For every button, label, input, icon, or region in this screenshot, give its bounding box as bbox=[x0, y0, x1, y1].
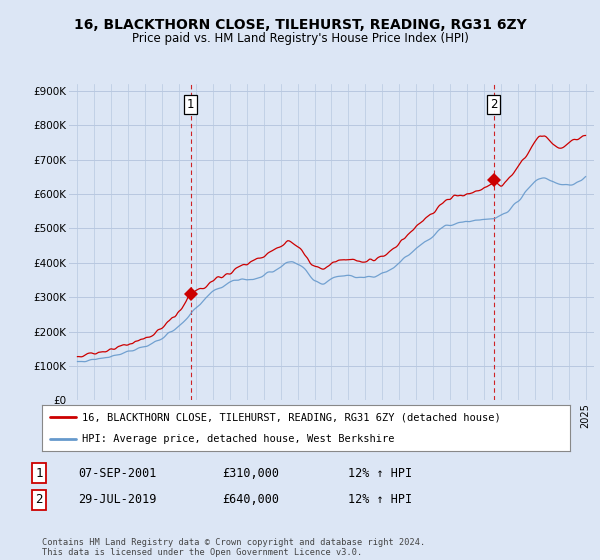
Text: 07-SEP-2001: 07-SEP-2001 bbox=[78, 466, 157, 480]
Text: 1: 1 bbox=[35, 466, 43, 480]
Text: 1: 1 bbox=[187, 98, 194, 111]
Text: 2: 2 bbox=[490, 98, 497, 111]
Text: Price paid vs. HM Land Registry's House Price Index (HPI): Price paid vs. HM Land Registry's House … bbox=[131, 32, 469, 45]
Text: 12% ↑ HPI: 12% ↑ HPI bbox=[348, 493, 412, 506]
Text: 16, BLACKTHORN CLOSE, TILEHURST, READING, RG31 6ZY: 16, BLACKTHORN CLOSE, TILEHURST, READING… bbox=[74, 18, 526, 32]
Text: Contains HM Land Registry data © Crown copyright and database right 2024.
This d: Contains HM Land Registry data © Crown c… bbox=[42, 538, 425, 557]
Text: £640,000: £640,000 bbox=[222, 493, 279, 506]
Text: 29-JUL-2019: 29-JUL-2019 bbox=[78, 493, 157, 506]
Text: 2: 2 bbox=[35, 493, 43, 506]
Text: £310,000: £310,000 bbox=[222, 466, 279, 480]
Text: 12% ↑ HPI: 12% ↑ HPI bbox=[348, 466, 412, 480]
Text: 16, BLACKTHORN CLOSE, TILEHURST, READING, RG31 6ZY (detached house): 16, BLACKTHORN CLOSE, TILEHURST, READING… bbox=[82, 412, 500, 422]
Text: HPI: Average price, detached house, West Berkshire: HPI: Average price, detached house, West… bbox=[82, 435, 394, 444]
